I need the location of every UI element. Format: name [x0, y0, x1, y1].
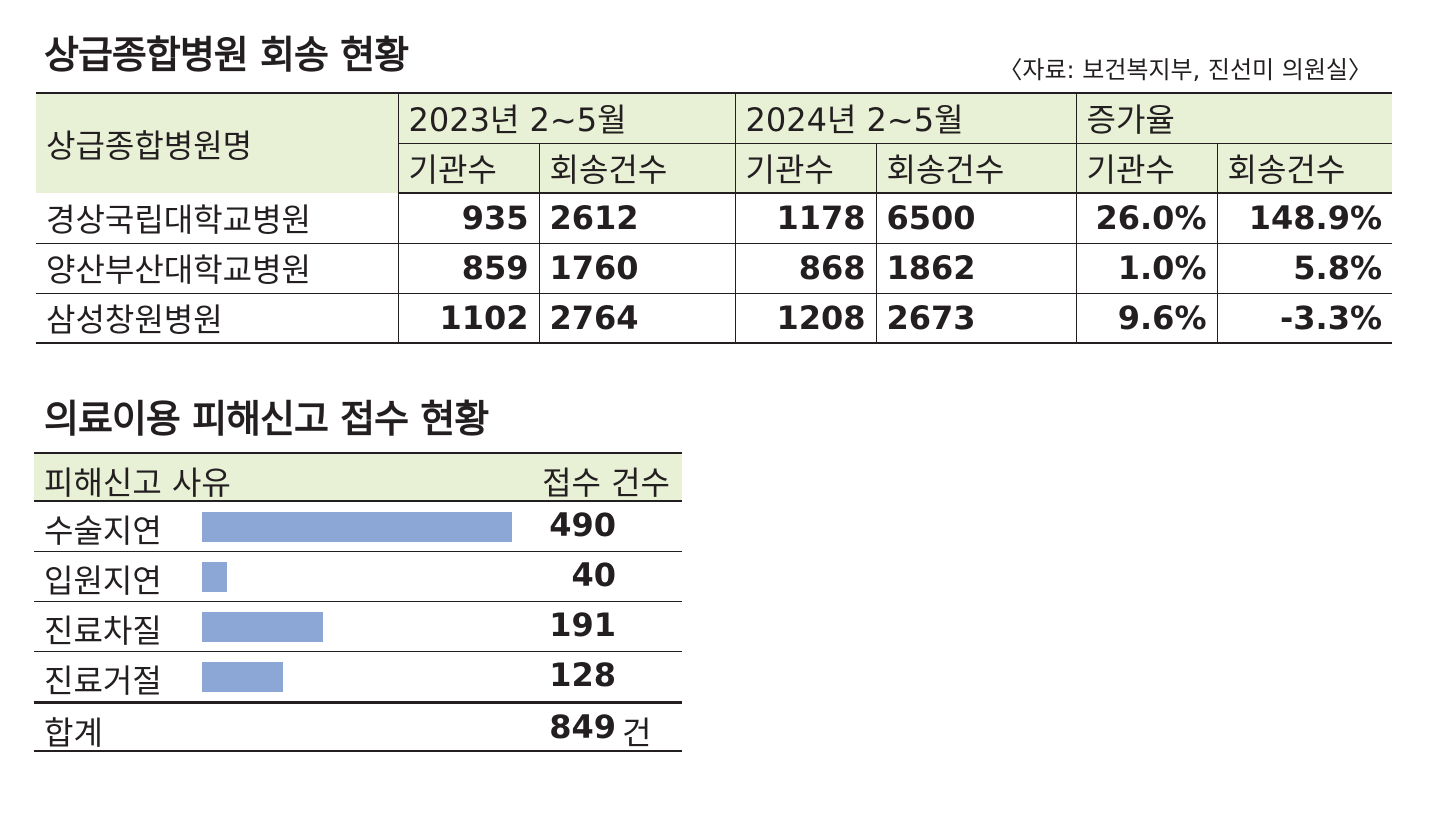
table-title: 상급종합병원 회송 현황 [44, 33, 409, 77]
sub-institutions-2023: 기관수 [397, 143, 539, 194]
table-row: 경상국립대학교병원 935 2612 1178 6500 26.0% 148.9… [36, 193, 1393, 244]
cell-ref-rate: -3.3% [1216, 293, 1393, 344]
cell-ref-rate: 5.8% [1216, 243, 1393, 294]
bar-row: 진료거절 128 [34, 652, 682, 702]
cell-ref-2023: 2764 [538, 293, 735, 344]
cell-ref-rate: 148.9% [1216, 193, 1393, 244]
bar-row: 진료차질 191 [34, 602, 682, 652]
group-2024-header: 2024년 2~5월 [734, 92, 1076, 144]
table-row: 삼성창원병원 1102 2764 1208 2673 9.6% -3.3% [36, 293, 1393, 344]
table-row: 양산부산대학교병원 859 1760 868 1862 1.0% 5.8% [36, 243, 1393, 294]
bar [202, 512, 512, 542]
total-label: 합계 [44, 714, 103, 752]
bar-row: 수술지연 490 [34, 502, 682, 552]
cell-inst-2024: 1178 [734, 193, 876, 244]
hospital-name: 경상국립대학교병원 [36, 193, 398, 244]
bar-label: 수술지연 [44, 512, 162, 550]
total-value: 849 [549, 708, 616, 746]
bar-label: 입원지연 [44, 562, 162, 600]
bar-value-label: 40 [571, 556, 616, 594]
cell-ref-2023: 1760 [538, 243, 735, 294]
referral-table: 상급종합병원명 2023년 2~5월 2024년 2~5월 증가율 기관수 회송… [36, 92, 1393, 344]
cell-ref-2024: 6500 [875, 193, 1076, 244]
sub-referrals-2024: 회송건수 [875, 143, 1076, 194]
cell-inst-2024: 868 [734, 243, 876, 294]
bar-value-label: 191 [549, 606, 616, 644]
bar-value-label: 490 [549, 506, 616, 544]
cell-inst-rate: 9.6% [1075, 293, 1217, 344]
total-row: 합계 849 건 [34, 702, 682, 752]
group-rate-header: 증가율 [1075, 92, 1393, 144]
bar-label: 진료거절 [44, 662, 162, 700]
cell-inst-2024: 1208 [734, 293, 876, 344]
complaint-bar-chart: 피해신고 사유 접수 건수 수술지연 490 입원지연 40 진료차질 191 진료거절 12… [34, 452, 682, 752]
hospital-name-header: 상급종합병원명 [36, 92, 398, 193]
sub-institutions-rate: 기관수 [1075, 143, 1217, 194]
bar-row: 입원지연 40 [34, 552, 682, 602]
cell-ref-2024: 1862 [875, 243, 1076, 294]
cell-inst-rate: 1.0% [1075, 243, 1217, 294]
cell-ref-2024: 2673 [875, 293, 1076, 344]
category-header: 피해신고 사유 [44, 464, 231, 502]
source-note: 〈자료: 보건복지부, 진선미 의원실〉 [998, 56, 1372, 84]
group-2023-header: 2023년 2~5월 [397, 92, 735, 144]
cell-inst-2023: 935 [397, 193, 539, 244]
bar-label: 진료차질 [44, 612, 162, 650]
hospital-name: 삼성창원병원 [36, 293, 398, 344]
bar [202, 612, 323, 642]
sub-institutions-2024: 기관수 [734, 143, 876, 194]
chart-title: 의료이용 피해신고 접수 현황 [44, 397, 489, 441]
value-header: 접수 건수 [542, 464, 670, 502]
cell-inst-2023: 1102 [397, 293, 539, 344]
bar [202, 562, 228, 592]
sub-referrals-rate: 회송건수 [1216, 143, 1393, 194]
chart-header-row: 피해신고 사유 접수 건수 [34, 452, 682, 502]
hospital-name: 양산부산대학교병원 [36, 243, 398, 294]
cell-inst-2023: 859 [397, 243, 539, 294]
total-unit: 건 [622, 714, 652, 752]
cell-ref-2023: 2612 [538, 193, 735, 244]
sub-referrals-2023: 회송건수 [538, 143, 735, 194]
bar [202, 662, 283, 692]
table-header-row: 상급종합병원명 2023년 2~5월 2024년 2~5월 증가율 [36, 92, 1393, 193]
cell-inst-rate: 26.0% [1075, 193, 1217, 244]
bar-value-label: 128 [549, 656, 616, 694]
table-subheader-row: 기관수 회송건수 기관수 회송건수 기관수 회송건수 [36, 143, 1393, 194]
